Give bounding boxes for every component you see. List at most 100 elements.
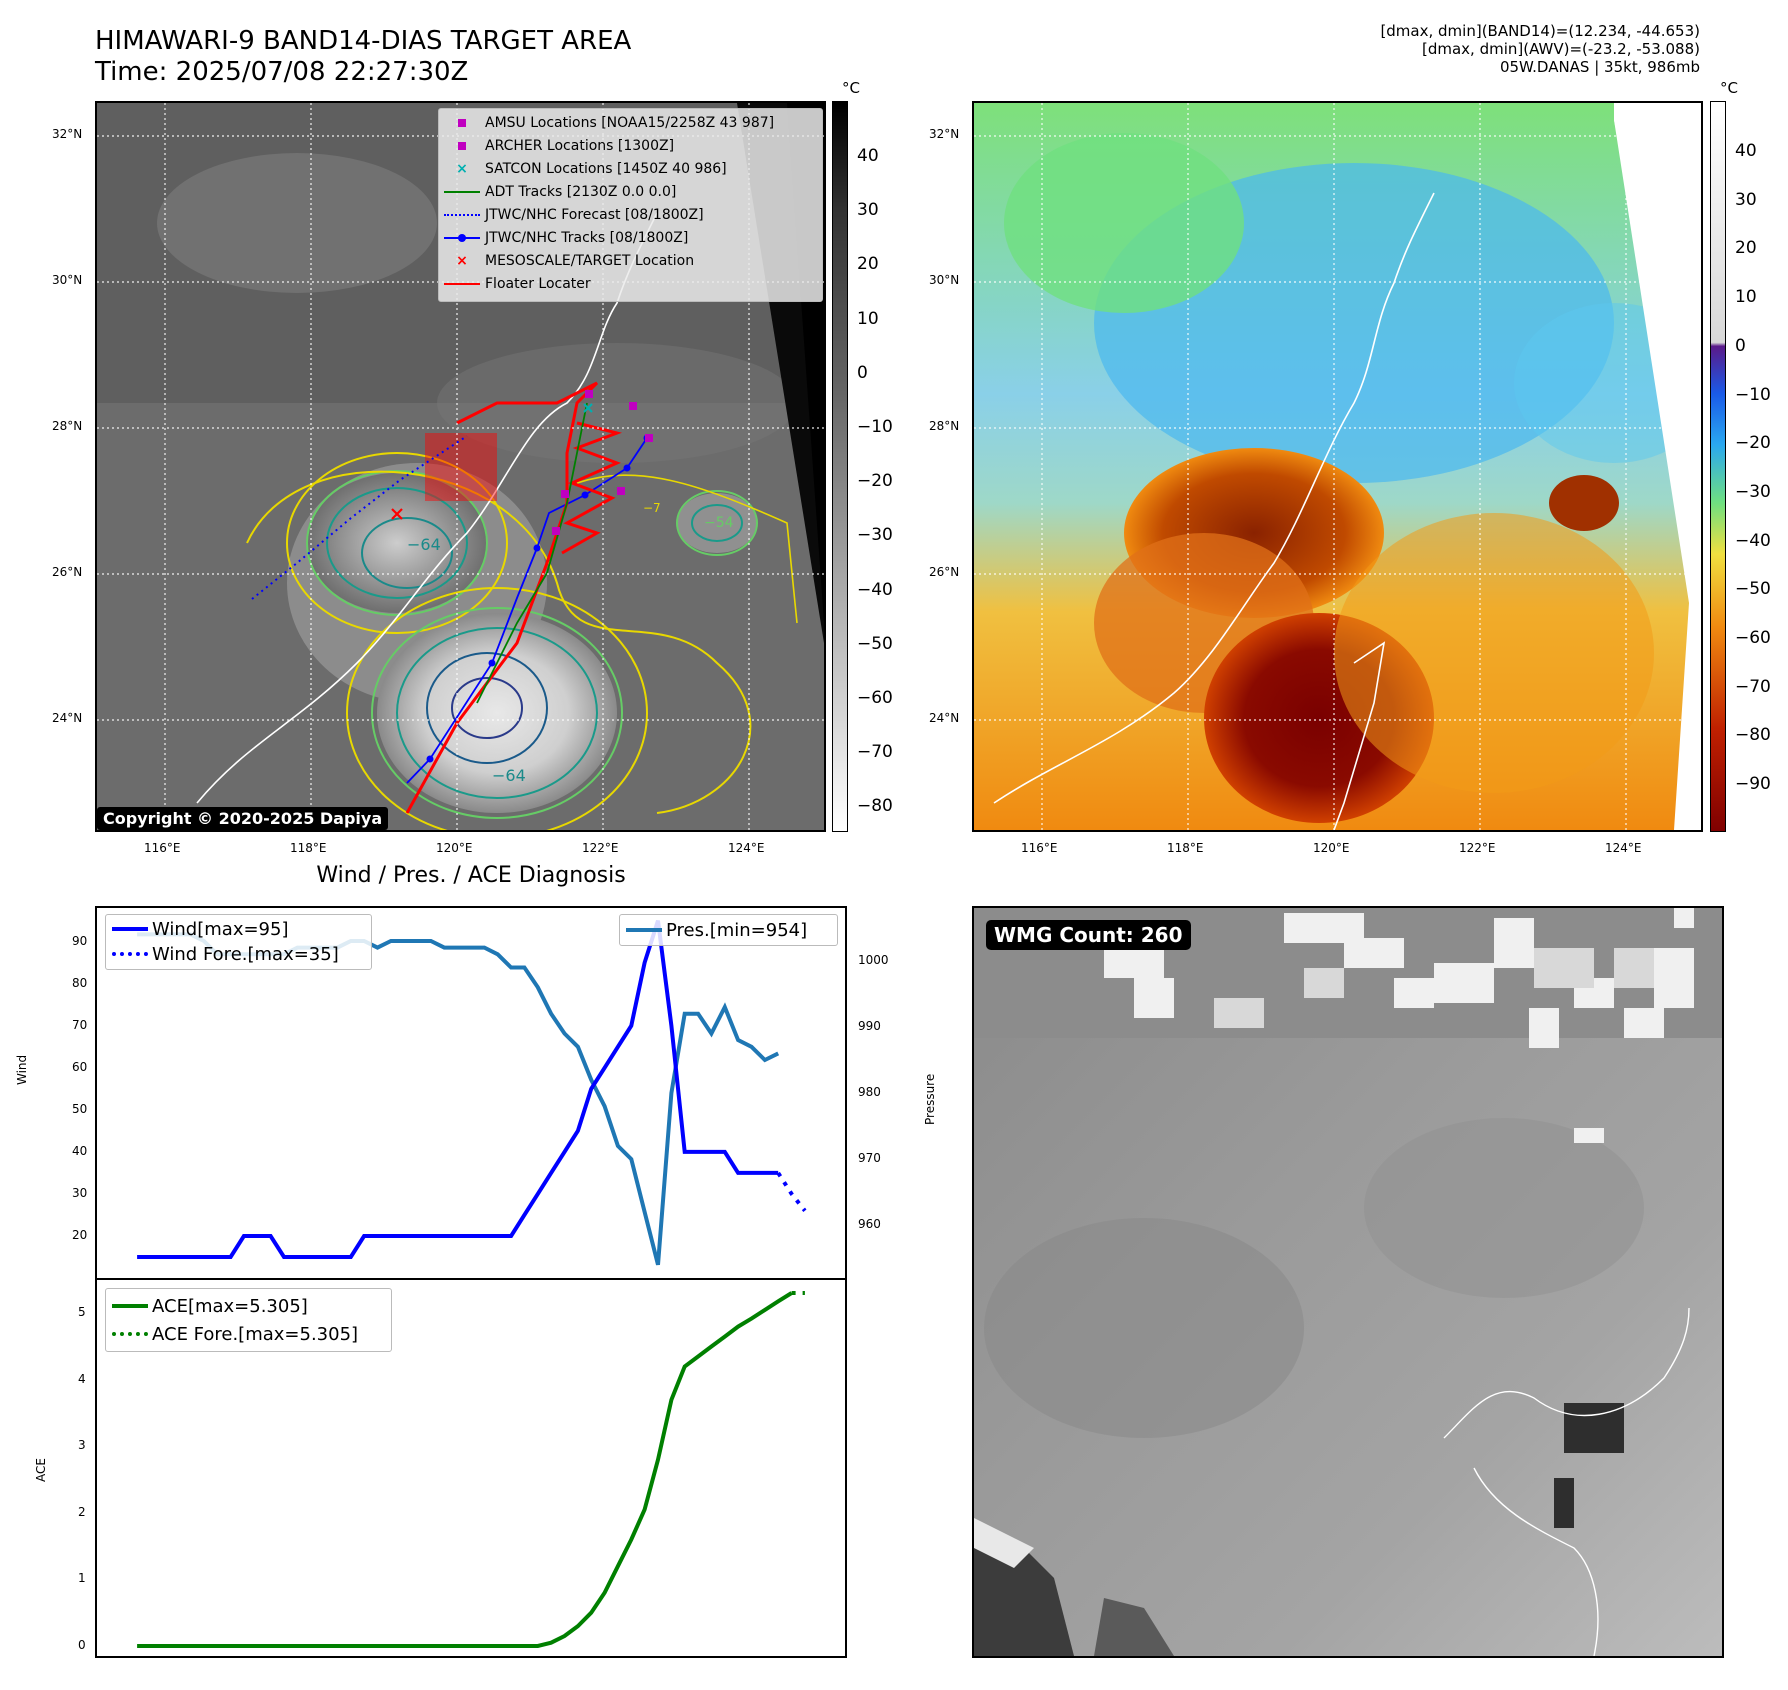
- lat-label: 30°N: [52, 273, 83, 287]
- square-marker-icon: [439, 112, 485, 134]
- main-title: HIMAWARI-9 BAND14-DIAS TARGET AREA Time:…: [95, 26, 631, 88]
- legend-item: ACE[max=5.305]: [106, 1295, 308, 1317]
- awv-map-image: [974, 103, 1701, 830]
- awv-colorbar-tick: −50: [1735, 579, 1771, 600]
- wind-axis-tick: 80: [72, 975, 88, 990]
- ir-colorbar-tick: 20: [857, 254, 879, 275]
- info-block: [dmax, dmin](BAND14)=(12.234, -44.653) […: [1380, 22, 1700, 76]
- lat-label: 26°N: [929, 565, 960, 579]
- awv-colorbar-tick: 10: [1735, 287, 1757, 308]
- lon-label: 116°E: [1021, 841, 1058, 855]
- ir-colorbar-unit: °C: [842, 79, 860, 97]
- legend-item: JTWC/NHC Tracks [08/1800Z]: [439, 227, 688, 249]
- lon-label: 118°E: [1167, 841, 1204, 855]
- awv-colorbar-tick: 20: [1735, 238, 1757, 259]
- lat-label: 28°N: [929, 419, 960, 433]
- ir-colorbar-tick: 30: [857, 200, 879, 221]
- awv-colorbar-tick: −80: [1735, 725, 1771, 746]
- awv-colorbar-tick: −40: [1735, 530, 1771, 551]
- ir-colorbar-tick: −30: [857, 525, 893, 546]
- awv-map-panel: [972, 101, 1703, 832]
- square-marker-icon: [439, 135, 485, 157]
- pressure-axis-tick: 1000: [858, 952, 889, 967]
- ace-axis-tick: 0: [78, 1638, 86, 1653]
- lon-label: 124°E: [1605, 841, 1642, 855]
- awv-colorbar-unit: °C: [1720, 79, 1738, 97]
- wind-axis-tick: 70: [72, 1017, 88, 1032]
- line-marker-icon: [106, 918, 152, 940]
- pressure-axis-tick: 980: [858, 1085, 881, 1099]
- ace-axis-tick: 2: [78, 1504, 86, 1519]
- legend-item: Floater Locater: [439, 273, 591, 295]
- contour-label: −54: [704, 515, 734, 531]
- wmg-image: [974, 908, 1722, 1656]
- ace-axis-tick: 1: [78, 1571, 86, 1586]
- wind-axis-tick: 30: [72, 1185, 88, 1200]
- line-marker-icon: [620, 919, 666, 941]
- lon-label: 116°E: [144, 841, 181, 855]
- ir-legend: AMSU Locations [NOAA15/2258Z 43 987] ARC…: [438, 108, 823, 302]
- title-line-2: Time: 2025/07/08 22:27:30Z: [95, 57, 469, 87]
- legend-item: × MESOSCALE/TARGET Location: [439, 250, 694, 272]
- awv-colorbar: [1710, 101, 1726, 832]
- pressure-axis-tick: 990: [858, 1018, 881, 1033]
- wmg-panel: WMG Count: 260: [972, 906, 1724, 1658]
- ir-map-panel: −64 −64 −54 −7 AMSU Locations [NOAA15/22…: [95, 101, 826, 832]
- legend-item: AMSU Locations [NOAA15/2258Z 43 987]: [439, 112, 774, 134]
- awv-colorbar-tick: 30: [1735, 189, 1757, 210]
- lat-label: 24°N: [929, 711, 960, 725]
- lon-label: 118°E: [290, 841, 327, 855]
- series-line-ace: [137, 1291, 793, 1648]
- ir-colorbar-tick: −80: [857, 796, 893, 817]
- ir-colorbar-tick: 10: [857, 308, 879, 329]
- wmg-count-badge: WMG Count: 260: [986, 920, 1191, 950]
- lon-label: 122°E: [582, 841, 619, 855]
- ace-axis-tick: 3: [78, 1438, 86, 1453]
- info-line-3: 05W.DANAS | 35kt, 986mb: [1499, 58, 1700, 76]
- awv-colorbar-tick: −20: [1735, 433, 1771, 454]
- wind-axis-tick: 60: [72, 1059, 88, 1074]
- line-marker-icon: [439, 181, 485, 203]
- legend-item: ACE Fore.[max=5.305]: [106, 1323, 358, 1345]
- ir-colorbar-tick: −60: [857, 688, 893, 708]
- lat-label: 32°N: [929, 127, 960, 141]
- title-line-1: HIMAWARI-9 BAND14-DIAS TARGET AREA: [95, 26, 632, 56]
- wind-axis-tick: 50: [72, 1101, 88, 1116]
- awv-colorbar-tick: 40: [1735, 141, 1757, 161]
- diagnosis-title: Wind / Pres. / ACE Diagnosis: [316, 863, 626, 888]
- pressure-legend: Pres.[min=954]: [619, 914, 838, 946]
- ace-axis-tick: 4: [78, 1371, 86, 1386]
- contour-label: −7: [643, 501, 661, 515]
- awv-colorbar-tick: −60: [1735, 628, 1771, 648]
- pressure-axis-tick: 960: [858, 1217, 881, 1232]
- ir-colorbar: [832, 101, 848, 832]
- legend-item: × SATCON Locations [1450Z 40 986]: [439, 158, 727, 180]
- line-marker-icon: [439, 273, 485, 295]
- legend-item: JTWC/NHC Forecast [08/1800Z]: [439, 204, 704, 226]
- info-line-2: [dmax, dmin](AWV)=(-23.2, -53.088): [1421, 40, 1700, 58]
- info-line-1: [dmax, dmin](BAND14)=(12.234, -44.653): [1380, 22, 1700, 40]
- awv-colorbar-tick: −10: [1735, 384, 1771, 405]
- ir-colorbar-tick: −50: [857, 633, 893, 654]
- lat-label: 30°N: [929, 273, 960, 287]
- copyright-badge: Copyright © 2020-2025 Dapiya: [97, 807, 389, 830]
- ace-axis-tick: 5: [78, 1305, 86, 1320]
- awv-colorbar-tick: −30: [1735, 481, 1771, 502]
- x-marker-icon: ×: [456, 253, 468, 269]
- series-line-wind-fore: [776, 1171, 807, 1212]
- ace-axis-label: ACE: [34, 1458, 48, 1482]
- legend-item: Pres.[min=954]: [620, 919, 807, 941]
- ir-colorbar-tick: 0: [857, 362, 868, 383]
- wind-legend: Wind[max=95] Wind Fore.[max=35]: [105, 914, 372, 970]
- ace-panel: ACE[max=5.305] ACE Fore.[max=5.305]: [95, 1278, 847, 1658]
- awv-colorbar-tick: −70: [1735, 676, 1771, 697]
- wind-axis-label: Wind: [15, 1054, 29, 1085]
- wind-axis-tick: 90: [72, 933, 88, 948]
- legend-item: ADT Tracks [2130Z 0.0 0.0]: [439, 181, 676, 203]
- ir-colorbar-tick: −20: [857, 471, 893, 492]
- dotted-line-icon: [439, 204, 485, 226]
- lon-label: 120°E: [436, 841, 473, 855]
- lat-label: 28°N: [52, 419, 83, 433]
- legend-item: ARCHER Locations [1300Z]: [439, 135, 674, 157]
- pressure-axis-tick: 970: [858, 1151, 881, 1166]
